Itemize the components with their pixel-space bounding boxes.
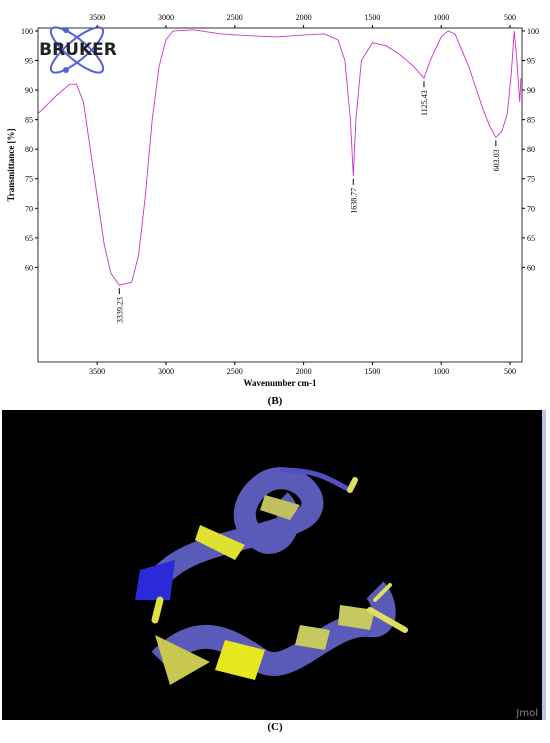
x-tick-label: 2500: [227, 13, 243, 22]
y-tick-label: 85: [527, 116, 535, 125]
x-tick-label: 1000: [433, 367, 449, 376]
x-tick-label: 500: [504, 367, 516, 376]
y-tick-label: 95: [527, 57, 535, 66]
y-tick-label: 90: [527, 86, 535, 95]
x-tick-label: 1500: [364, 367, 380, 376]
x-axis-title: Wavenumber cm-1: [243, 378, 317, 388]
y-tick-label: 95: [25, 57, 33, 66]
y-axis-title: Transmittance [%]: [6, 128, 16, 201]
x-tick-label: 3500: [89, 367, 105, 376]
structure-image: [2, 410, 546, 720]
peak-label: 1638.77: [349, 188, 358, 214]
panel-label: (B): [268, 395, 283, 407]
y-tick-label: 60: [25, 263, 33, 272]
y-tick-label: 65: [25, 234, 33, 243]
y-tick-label: 75: [527, 175, 535, 184]
y-tick-label: 80: [527, 145, 535, 154]
y-tick-label: 85: [25, 116, 33, 125]
x-tick-label: 500: [504, 13, 516, 22]
x-tick-label: 3000: [158, 367, 174, 376]
y-tick-label: 80: [25, 145, 33, 154]
y-tick-label: 70: [25, 204, 33, 213]
y-tick-label: 60: [527, 263, 535, 272]
panel-label: (C): [267, 721, 283, 733]
peak-label: 3339.23: [115, 297, 124, 323]
x-tick-label: 3000: [158, 13, 174, 22]
y-tick-label: 90: [25, 86, 33, 95]
logo-text: BRUKER: [39, 40, 117, 60]
y-tick-label: 70: [527, 204, 535, 213]
y-tick-label: 100: [527, 27, 539, 36]
peak-label: 1125.43: [420, 90, 429, 116]
x-tick-label: 2000: [296, 367, 312, 376]
y-tick-label: 100: [21, 27, 33, 36]
watermark: Jmol: [515, 708, 538, 719]
x-tick-label: 2500: [227, 367, 243, 376]
spectrum-line: [37, 29, 522, 286]
y-tick-label: 65: [527, 234, 535, 243]
x-tick-label: 2000: [296, 13, 312, 22]
x-tick-label: 1000: [433, 13, 449, 22]
bruker-logo: BRUKER: [39, 26, 117, 74]
y-tick-label: 75: [25, 175, 33, 184]
plot-frame: [37, 27, 523, 363]
peak-label: 603.03: [492, 149, 501, 171]
x-tick-label: 1500: [364, 13, 380, 22]
x-tick-label: 3500: [89, 13, 105, 22]
